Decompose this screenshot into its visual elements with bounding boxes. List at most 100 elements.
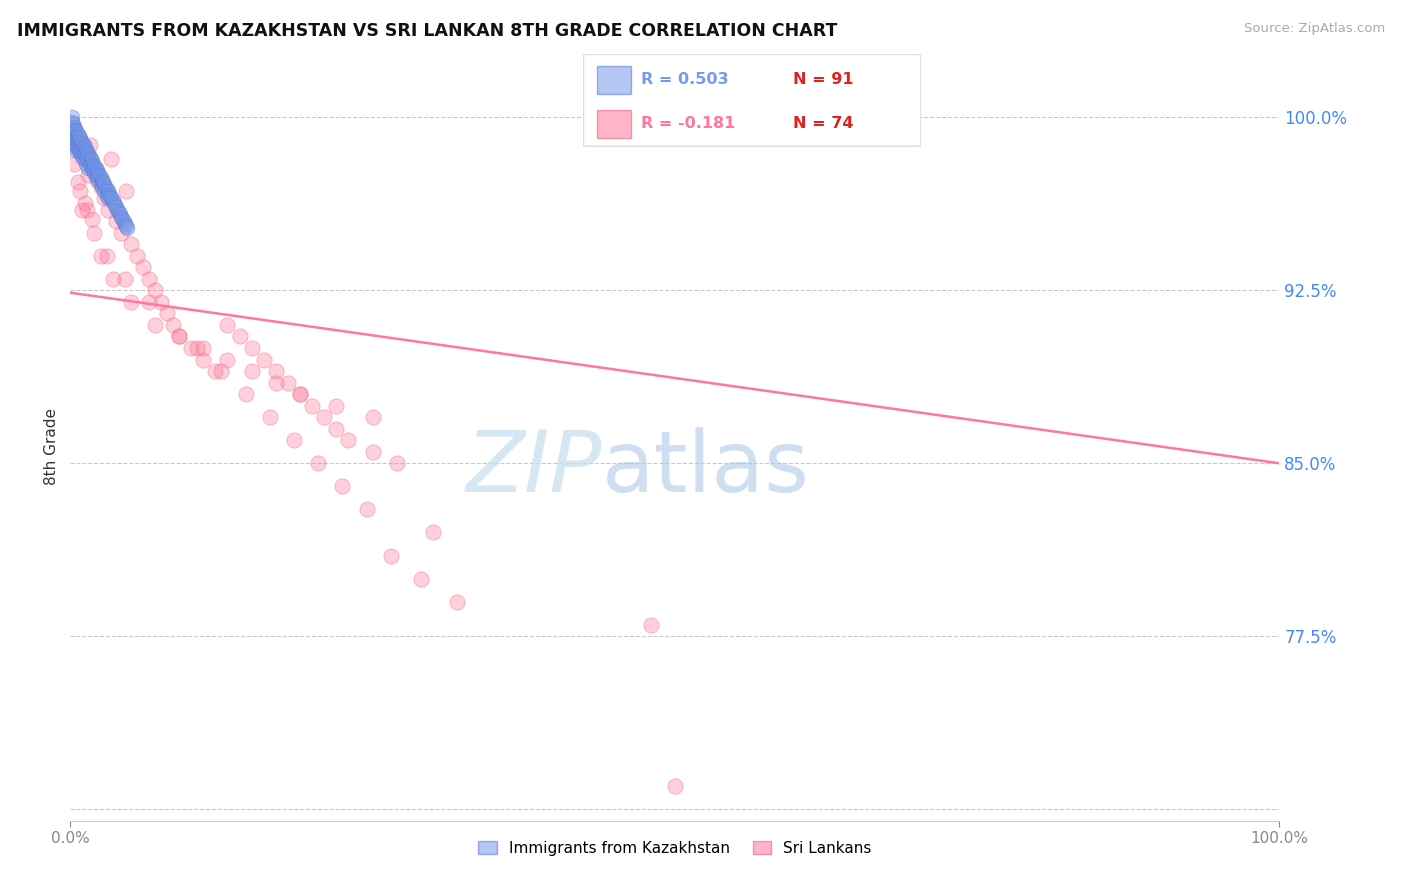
Point (90, 170, 111, 185)
Point (63, 136, 86, 150)
Point (325, 399, 347, 413)
Point (90, 178, 111, 192)
FancyBboxPatch shape (583, 54, 921, 146)
Point (96, 249, 118, 263)
Point (62, 138, 84, 153)
Point (60, 115, 83, 129)
Point (63, 140, 86, 154)
Point (380, 549, 402, 563)
Point (97, 202, 120, 217)
Point (82, 163, 104, 178)
Point (120, 237, 142, 252)
Point (193, 341, 215, 355)
Point (446, 594, 468, 608)
Point (79, 156, 101, 170)
Point (93, 178, 115, 192)
Point (264, 364, 287, 378)
Point (138, 294, 160, 309)
Point (94, 179, 117, 194)
Point (65, 138, 87, 153)
Point (105, 200, 128, 214)
Point (66, 127, 89, 141)
Text: atlas: atlas (602, 427, 810, 510)
Point (361, 410, 384, 425)
Point (86, 163, 108, 178)
Point (79, 138, 101, 153)
Point (98, 186, 121, 201)
Point (167, 329, 190, 343)
Point (288, 387, 311, 401)
Point (240, 364, 263, 378)
Point (83, 163, 105, 178)
Point (66, 140, 89, 154)
Point (73, 195, 96, 210)
Point (110, 226, 132, 240)
Point (332, 479, 354, 493)
Point (62, 124, 84, 138)
Bar (598, 110, 631, 138)
Point (361, 444, 384, 458)
Point (75, 143, 97, 157)
Point (307, 456, 329, 470)
Point (80, 161, 103, 176)
Point (97, 184, 120, 198)
Point (301, 399, 323, 413)
Point (80, 211, 103, 226)
Point (111, 211, 134, 226)
Text: ZIP: ZIP (465, 427, 602, 510)
Point (110, 210, 132, 224)
Point (114, 272, 136, 286)
Point (77, 161, 100, 176)
Point (72, 143, 94, 157)
Point (76, 152, 98, 166)
Point (115, 184, 138, 198)
Point (217, 352, 239, 367)
Point (75, 150, 97, 164)
Point (104, 198, 127, 212)
Point (63, 156, 86, 170)
Legend: Immigrants from Kazakhstan, Sri Lankans: Immigrants from Kazakhstan, Sri Lankans (472, 834, 877, 862)
Point (337, 434, 360, 448)
Point (69, 184, 91, 198)
Point (62, 131, 84, 145)
Point (72, 150, 94, 164)
Point (409, 572, 432, 586)
Point (67, 136, 90, 150)
Point (385, 456, 408, 470)
Point (115, 221, 138, 235)
Point (259, 410, 281, 425)
Point (115, 219, 138, 233)
Point (86, 172, 108, 186)
Point (162, 318, 184, 332)
Point (132, 260, 155, 275)
Point (83, 226, 105, 240)
Point (90, 172, 112, 186)
Text: R = 0.503: R = 0.503 (641, 72, 728, 87)
Point (83, 159, 105, 173)
Point (103, 195, 125, 210)
Point (283, 434, 305, 448)
Point (90, 179, 112, 194)
Point (253, 352, 276, 367)
Point (63, 143, 86, 157)
Point (277, 376, 299, 390)
Point (640, 617, 662, 632)
Text: N = 91: N = 91 (793, 72, 853, 87)
Point (98, 189, 121, 203)
Point (63, 128, 86, 143)
Point (63, 120, 86, 134)
Point (66, 134, 89, 148)
Point (77, 168, 100, 182)
Point (63, 134, 86, 148)
Point (235, 387, 257, 401)
Point (101, 272, 124, 286)
Point (664, 779, 686, 793)
Point (150, 294, 172, 309)
Point (180, 341, 202, 355)
Point (69, 145, 91, 159)
Point (79, 150, 101, 164)
Point (69, 131, 91, 145)
Point (70, 134, 93, 148)
Text: IMMIGRANTS FROM KAZAKHSTAN VS SRI LANKAN 8TH GRADE CORRELATION CHART: IMMIGRANTS FROM KAZAKHSTAN VS SRI LANKAN… (17, 22, 837, 40)
Point (107, 202, 129, 217)
